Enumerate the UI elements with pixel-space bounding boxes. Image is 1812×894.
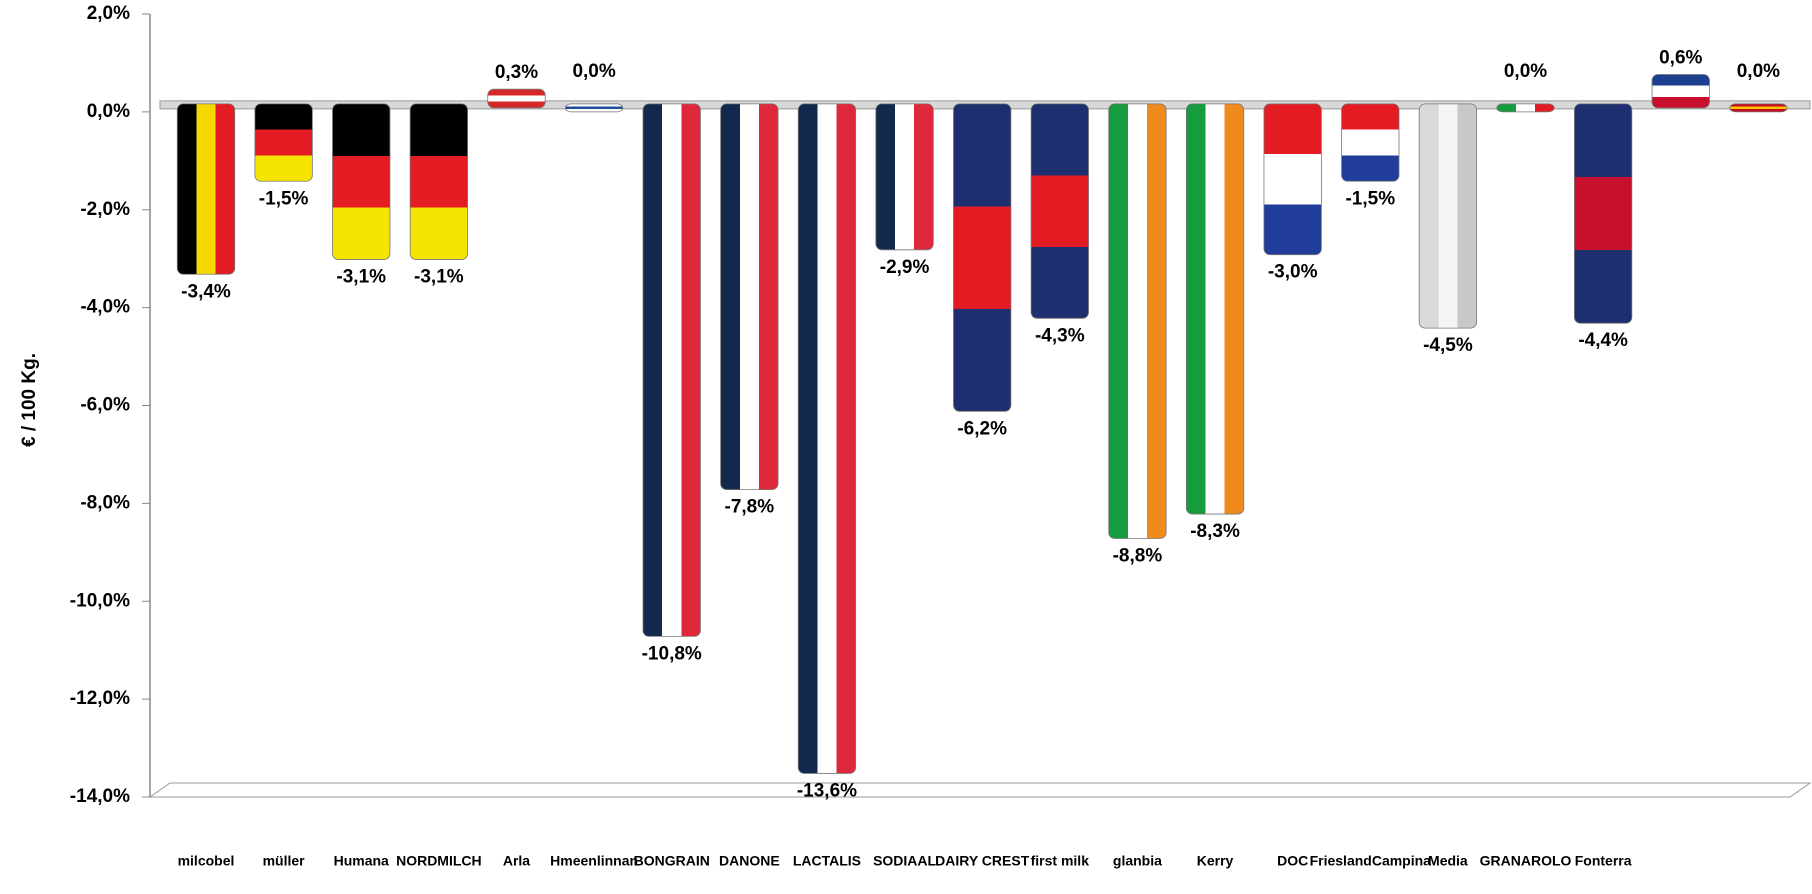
x-tick-label: Arla xyxy=(503,853,530,869)
value-label: -10,8% xyxy=(642,643,702,664)
x-tick-label: BONGRAIN xyxy=(634,853,710,869)
value-label: -3,4% xyxy=(181,281,231,302)
bar xyxy=(333,104,390,260)
value-label: -3,1% xyxy=(336,267,386,288)
value-label: 0,0% xyxy=(1737,61,1780,82)
bar xyxy=(1652,75,1709,108)
y-tick-label: -14,0% xyxy=(70,786,130,807)
y-tick-label: -4,0% xyxy=(80,297,130,318)
x-tick-label: first milk xyxy=(1031,853,1090,869)
value-label: -2,9% xyxy=(880,257,930,278)
bar xyxy=(1574,104,1631,323)
bar xyxy=(643,104,700,637)
y-axis-label: € / 100 Kg. xyxy=(19,353,40,447)
bar xyxy=(1264,104,1321,255)
x-tick-label: SODIAAL xyxy=(873,853,936,869)
y-tick-label: -12,0% xyxy=(70,688,130,709)
x-tick-label: DOC xyxy=(1277,853,1308,869)
y-tick-label: 2,0% xyxy=(87,3,130,24)
bar xyxy=(953,104,1010,411)
value-label: 0,0% xyxy=(572,61,615,82)
x-tick-label: milcobel xyxy=(178,853,235,869)
value-label: -1,5% xyxy=(1345,188,1395,209)
bar xyxy=(1109,104,1166,539)
x-tick-label: Humana xyxy=(334,853,389,869)
bar xyxy=(798,104,855,774)
y-tick-label: 0,0% xyxy=(87,101,130,122)
value-label: -13,6% xyxy=(797,780,857,801)
bar xyxy=(177,104,234,274)
bar xyxy=(1730,104,1787,112)
x-tick-label: DAIRY CREST xyxy=(935,853,1030,869)
x-tick-label: müller xyxy=(263,853,306,869)
bar xyxy=(488,89,545,108)
value-label: 0,0% xyxy=(1504,61,1547,82)
x-tick-label: Media xyxy=(1428,853,1468,869)
x-tick-label: NORDMILCH xyxy=(396,853,482,869)
x-tick-label: GRANAROLO xyxy=(1480,853,1572,869)
bar xyxy=(721,104,778,490)
bar xyxy=(255,104,312,181)
value-label: -3,1% xyxy=(414,267,464,288)
y-tick-label: -6,0% xyxy=(80,395,130,416)
value-label: -1,5% xyxy=(259,188,309,209)
bar xyxy=(1497,104,1554,112)
x-tick-label: FrieslandCampina xyxy=(1310,853,1432,869)
bar xyxy=(410,104,467,260)
x-tick-label: Hmeenlinnan xyxy=(550,853,638,869)
x-tick-label: LACTALIS xyxy=(793,853,861,869)
x-tick-label: glanbia xyxy=(1113,853,1162,869)
x-tick-label: DANONE xyxy=(719,853,780,869)
y-tick-label: -10,0% xyxy=(70,590,130,611)
value-label: 0,6% xyxy=(1659,48,1702,69)
value-label: -4,3% xyxy=(1035,325,1085,346)
floor xyxy=(150,783,1810,797)
value-label: -4,5% xyxy=(1423,335,1473,356)
bar xyxy=(1342,104,1399,181)
y-tick-label: -2,0% xyxy=(80,199,130,220)
value-label: 0,3% xyxy=(495,62,538,83)
bar xyxy=(1186,104,1243,514)
value-label: -6,2% xyxy=(957,418,1007,439)
bar xyxy=(565,104,622,112)
x-tick-label: Fonterra xyxy=(1575,853,1632,869)
y-tick-label: -8,0% xyxy=(80,492,130,513)
value-label: -8,8% xyxy=(1113,546,1163,567)
bar xyxy=(1031,104,1088,318)
value-label: -8,3% xyxy=(1190,521,1240,542)
value-label: -4,4% xyxy=(1578,330,1628,351)
value-label: -3,0% xyxy=(1268,262,1318,283)
bar xyxy=(876,104,933,250)
x-tick-label: Kerry xyxy=(1197,853,1234,869)
value-label: -7,8% xyxy=(725,497,775,518)
bar xyxy=(1419,104,1476,328)
